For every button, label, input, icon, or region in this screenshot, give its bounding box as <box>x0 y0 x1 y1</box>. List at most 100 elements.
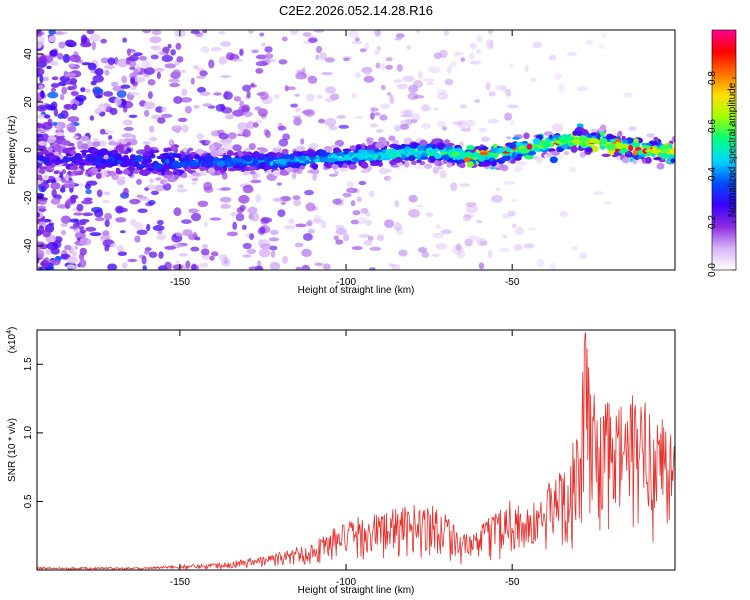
snr-multiplier-close: ) <box>7 327 18 330</box>
heatmap-noise-cell <box>439 170 447 179</box>
heatmap-noise-cell <box>495 187 501 191</box>
heatmap-ridge-cell <box>621 157 630 164</box>
heatmap-ridge-cell <box>120 162 129 168</box>
heatmap-noise-cell <box>162 183 172 191</box>
heatmap-ridge-cell <box>38 140 47 146</box>
heatmap-noise-cell <box>226 231 239 237</box>
heatmap-noise-cell <box>374 50 380 55</box>
heatmap-noise-cell <box>51 76 59 81</box>
heatmap-noise-cell <box>162 46 170 53</box>
heatmap-noise-cell <box>53 31 66 35</box>
heatmap-noise-cell <box>394 200 400 208</box>
heatmap-noise-cell <box>64 244 72 251</box>
heatmap-noise-cell <box>235 213 245 222</box>
heatmap-noise-cell <box>86 30 95 35</box>
heatmap-ridge-cell <box>616 155 621 160</box>
heatmap-noise-cell <box>536 258 545 268</box>
heatmap-noise-cell <box>147 91 153 99</box>
heatmap-noise-cell <box>103 64 116 70</box>
heatmap-noise-cell <box>305 202 316 212</box>
heatmap-noise-cell <box>211 251 219 257</box>
heatmap-noise-cell <box>146 223 151 232</box>
heatmap-ridge-cell <box>337 163 344 168</box>
heatmap-noise-cell <box>437 120 446 127</box>
heatmap-noise-cell <box>242 84 252 92</box>
heatmap-noise-cell <box>286 86 297 91</box>
heatmap-ridge-cell <box>622 139 629 144</box>
heatmap-noise-cell <box>90 70 95 74</box>
heatmap-ridge-cell <box>37 174 43 179</box>
heatmap-noise-cell <box>107 263 118 270</box>
heatmap-ridge-cell <box>204 154 214 162</box>
heatmap-noise-cell <box>233 96 242 102</box>
heatmap-ridge-cell <box>267 152 277 158</box>
heatmap-noise-cell <box>45 248 52 255</box>
spectrogram-x-ticks: -150 -100 -50 <box>170 30 520 288</box>
snr-x-label: Height of straight line (km) <box>298 585 415 596</box>
heatmap-noise-cell <box>250 179 262 184</box>
snr-x-ticks: -150 -100 -50 <box>170 330 520 588</box>
heatmap-noise-cell <box>399 123 410 130</box>
heatmap-noise-cell <box>290 103 298 108</box>
heatmap-noise-cell <box>64 104 70 109</box>
heatmap-noise-cell <box>96 189 103 198</box>
spectrogram-y-ticks: -40 -20 0 20 40 <box>23 48 43 253</box>
heatmap-noise-cell <box>551 123 564 132</box>
heatmap-ridge-cell <box>625 152 631 158</box>
heatmap-noise-cell <box>80 34 88 44</box>
heatmap-noise-cell <box>278 59 288 65</box>
heatmap-ridge-cell <box>298 155 307 161</box>
heatmap-noise-cell <box>147 200 156 205</box>
heatmap-ridge-cell <box>308 151 318 157</box>
heatmap-noise-cell <box>408 209 420 218</box>
heatmap-noise-cell <box>56 53 64 60</box>
heatmap-noise-cell <box>431 253 440 257</box>
heatmap-ridge-cell <box>600 124 607 131</box>
heatmap-noise-cell <box>178 253 189 257</box>
heatmap-ridge-cell <box>536 156 543 164</box>
heatmap-noise-cell <box>89 232 102 237</box>
heatmap-noise-cell <box>315 54 320 60</box>
heatmap-noise-cell <box>66 264 76 269</box>
heatmap-noise-cell <box>69 195 77 204</box>
heatmap-ridge-cell <box>163 147 169 153</box>
heatmap-noise-cell <box>215 104 226 112</box>
heatmap-ridge-cell <box>296 151 304 157</box>
heatmap-noise-cell <box>257 108 268 117</box>
heatmap-noise-cell <box>384 219 395 229</box>
heatmap-noise-cell <box>410 119 418 124</box>
heatmap-noise-cell <box>176 188 188 193</box>
heatmap-ridge-cell <box>563 151 570 156</box>
heatmap-ridge-cell <box>207 167 216 174</box>
heatmap-ridge-cell <box>71 155 82 160</box>
heatmap-ridge-cell <box>122 168 131 175</box>
heatmap-noise-cell <box>87 62 97 71</box>
heatmap-noise-cell <box>202 30 208 34</box>
heatmap-ridge-cell <box>138 169 149 176</box>
heatmap-ridge-cell <box>149 178 154 184</box>
heatmap-ridge-cell <box>590 132 597 136</box>
heatmap-ridge-cell <box>570 145 578 153</box>
heatmap-noise-cell <box>100 57 110 64</box>
heatmap-noise-cell <box>190 77 195 85</box>
heatmap-noise-cell <box>68 126 77 133</box>
heatmap-ridge-cell <box>115 144 125 151</box>
heatmap-ridge-cell <box>325 146 332 153</box>
heatmap-noise-cell <box>446 65 452 74</box>
heatmap-noise-cell <box>138 197 150 202</box>
heatmap-noise-cell <box>295 266 302 270</box>
heatmap-ridge-cell <box>584 147 593 153</box>
heatmap-noise-cell <box>195 75 207 79</box>
heatmap-noise-cell <box>318 118 326 124</box>
heatmap-ridge-cell <box>441 154 450 161</box>
heatmap-ridge-cell <box>590 145 599 153</box>
heatmap-noise-cell <box>111 81 119 87</box>
heatmap-noise-cell <box>314 262 324 267</box>
y-tick-label: -20 <box>23 190 34 205</box>
heatmap-noise-cell <box>358 180 367 186</box>
heatmap-ridge-cell <box>93 137 99 142</box>
heatmap-ridge-cell <box>118 176 126 180</box>
heatmap-noise-cell <box>188 208 199 214</box>
heatmap-noise-cell <box>148 251 158 258</box>
heatmap-noise-cell <box>121 262 128 269</box>
